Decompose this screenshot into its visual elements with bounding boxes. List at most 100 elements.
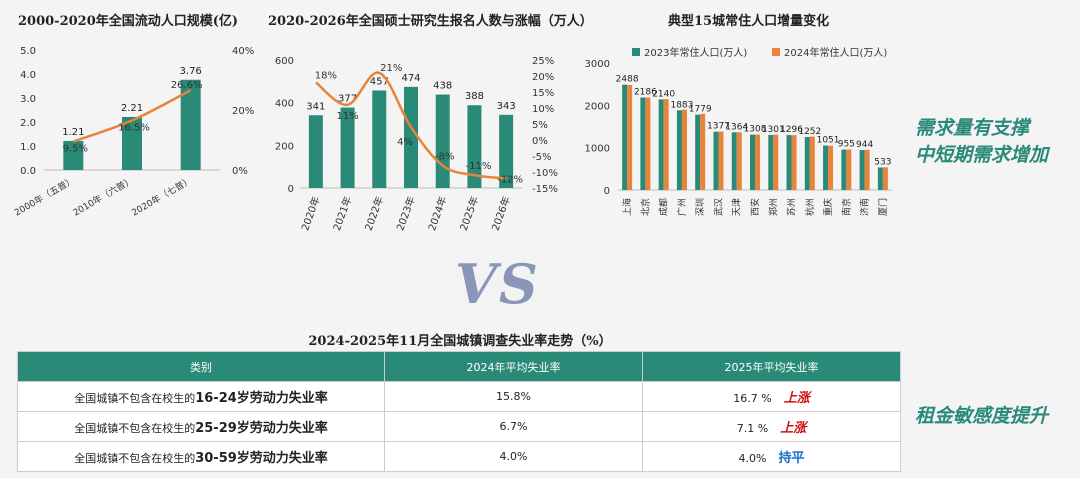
- y-tick-label: 1.0: [20, 142, 36, 153]
- line-value-label: -11%: [466, 161, 492, 172]
- bar: [627, 85, 633, 190]
- bar: [864, 149, 870, 190]
- bar: [645, 97, 651, 190]
- bar-value-label: 1308: [744, 125, 767, 135]
- status-flat-badge: 持平: [778, 451, 805, 466]
- x-tick-label: 西安: [749, 198, 761, 216]
- y2-tick-label: 25%: [532, 56, 554, 67]
- y2-tick-label: 5%: [532, 120, 548, 131]
- bar-value-label: 474: [401, 73, 420, 84]
- bar: [718, 131, 724, 190]
- x-tick-label: 上海: [621, 198, 633, 216]
- x-tick-label: 北京: [639, 198, 651, 216]
- bar: [308, 115, 323, 188]
- x-tick-label: 武汉: [712, 198, 724, 216]
- row-2024-value: 15.8%: [384, 381, 643, 412]
- y2-tick-label: 0%: [232, 166, 248, 177]
- table-header-row: 类别 2024年平均失业率 2025年平均失业率: [17, 351, 901, 382]
- header-category: 类别: [17, 351, 385, 382]
- table-row: 全国城镇不包含在校生的25-29岁劳动力失业率 6.7% 7.1 % 上涨: [17, 411, 901, 442]
- line-value-label: 18%: [315, 70, 337, 81]
- bar-value-label: 1051: [817, 136, 840, 146]
- bar: [663, 99, 669, 190]
- bar-value-label: 533: [874, 157, 891, 167]
- y2-tick-label: -10%: [532, 168, 558, 179]
- row-prefix: 全国城镇不包含在校生的: [74, 392, 196, 405]
- y-tick-label: 4.0: [20, 70, 36, 81]
- table-row: 全国城镇不包含在校生的30-59岁劳动力失业率 4.0% 4.0% 持平: [17, 441, 901, 472]
- row-category: 全国城镇不包含在校生的16-24岁劳动力失业率: [17, 381, 385, 412]
- x-tick-label: 2021年: [330, 195, 354, 233]
- line-value-label: -12%: [497, 174, 523, 185]
- y-tick-label: 3.0: [20, 94, 36, 105]
- bar-value-label: 3.76: [180, 66, 202, 77]
- y-tick-label: 0: [604, 186, 610, 197]
- x-tick-label: 重庆: [822, 198, 834, 216]
- slogan-bottom: 租金敏感度提升: [915, 405, 1049, 427]
- x-tick-label: 2010年（六普）: [71, 174, 136, 218]
- bar: [773, 134, 779, 190]
- y-tick-label: 2000: [585, 101, 610, 112]
- legend-label: 2023年常住人口(万人): [644, 46, 747, 59]
- y2-tick-label: 15%: [532, 88, 554, 99]
- bar: [467, 105, 482, 188]
- row-2024-value: 6.7%: [384, 411, 643, 442]
- row-2025-value: 4.0%: [738, 452, 767, 465]
- top-panel: [0, 0, 1080, 245]
- bar: [404, 86, 418, 188]
- bar-value-label: 343: [497, 101, 516, 112]
- x-tick-label: 2026年: [489, 195, 513, 233]
- bar: [804, 136, 810, 190]
- x-tick-label: 郑州: [767, 198, 779, 216]
- status-up-badge: 上涨: [783, 391, 810, 406]
- bar-value-label: 388: [465, 91, 484, 102]
- x-tick-label: 厦门: [877, 198, 889, 216]
- bar-value-label: 1252: [798, 127, 821, 137]
- row-prefix: 全国城镇不包含在校生的: [74, 422, 196, 435]
- x-tick-label: 杭州: [804, 198, 816, 216]
- line-value-label: 11%: [336, 111, 358, 122]
- y2-tick-label: 20%: [232, 106, 254, 117]
- bar-value-label: 341: [306, 101, 325, 112]
- chart1: 0.01.02.03.04.05.00%20%40%1.212000年（五普）2…: [12, 46, 254, 219]
- bar: [750, 134, 755, 190]
- y-tick-label: 5.0: [20, 46, 36, 57]
- bar: [340, 107, 355, 188]
- legend-label: 2024年常住人口(万人): [784, 46, 887, 59]
- bar: [658, 99, 664, 190]
- y-tick-label: 3000: [585, 59, 610, 70]
- bar: [823, 145, 829, 190]
- legend-swatch: [632, 48, 640, 56]
- line-value-label: 26.6%: [171, 80, 203, 91]
- bar-value-label: 955: [838, 140, 855, 150]
- vs-text: VS: [455, 252, 540, 316]
- row-2025-cell: 16.7 % 上涨: [642, 381, 901, 412]
- row-prefix: 全国城镇不包含在校生的: [74, 452, 196, 465]
- header-2024: 2024年平均失业率: [384, 351, 643, 382]
- bar: [63, 140, 84, 170]
- bar: [786, 135, 792, 190]
- legend-swatch: [772, 48, 780, 56]
- bar-value-label: 1883: [670, 100, 693, 110]
- bar: [700, 113, 706, 190]
- x-tick-label: 2020年: [298, 195, 322, 233]
- y-tick-label: 2.0: [20, 118, 36, 129]
- row-category: 全国城镇不包含在校生的25-29岁劳动力失业率: [17, 411, 385, 442]
- bar-value-label: 377: [338, 94, 357, 105]
- x-tick-label: 2024年: [425, 195, 449, 233]
- line-value-label: 4%: [397, 137, 413, 148]
- bar: [791, 135, 797, 190]
- x-tick-label: 济南: [859, 198, 871, 216]
- line-value-label: 9.5%: [63, 144, 88, 155]
- chart3: 2023年常住人口(万人) 2024年常住人口(万人) 0 1000 2000 3000 2…: [585, 46, 892, 216]
- bar-value-label: 1296: [780, 125, 803, 135]
- bar: [768, 134, 774, 190]
- bar-value-label: 944: [856, 140, 873, 150]
- y2-tick-label: 20%: [532, 72, 554, 83]
- y2-tick-label: 40%: [232, 46, 254, 57]
- bar-value-label: 1301: [762, 125, 785, 135]
- bar: [499, 114, 514, 188]
- x-tick-label: 苏州: [786, 198, 798, 216]
- bar: [695, 114, 701, 190]
- row-category: 全国城镇不包含在校生的30-59岁劳动力失业率: [17, 441, 385, 472]
